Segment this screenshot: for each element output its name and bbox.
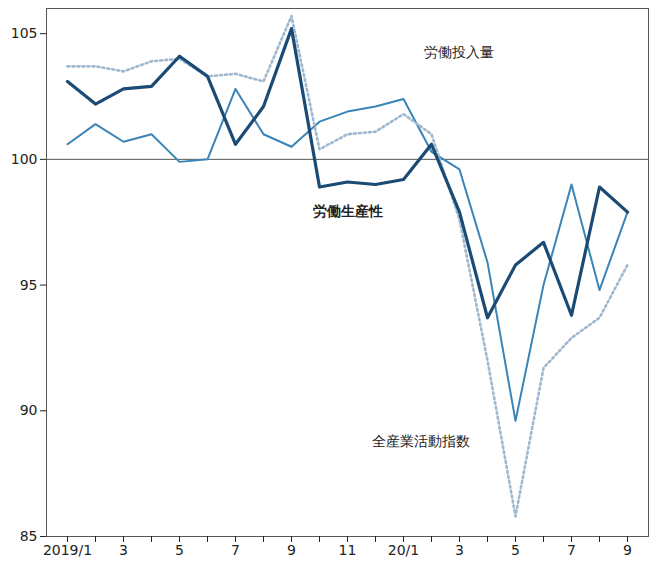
svg-text:3: 3 [455, 542, 464, 558]
svg-text:90: 90 [20, 402, 38, 418]
svg-text:20/1: 20/1 [388, 542, 419, 558]
svg-text:3: 3 [119, 542, 128, 558]
svg-text:9: 9 [623, 542, 632, 558]
svg-text:2019/1: 2019/1 [43, 542, 92, 558]
svg-text:105: 105 [11, 25, 38, 41]
svg-text:5: 5 [511, 542, 520, 558]
svg-text:85: 85 [20, 528, 38, 544]
svg-text:9: 9 [287, 542, 296, 558]
svg-text:7: 7 [231, 542, 240, 558]
svg-text:5: 5 [175, 542, 184, 558]
svg-text:労働生産性: 労働生産性 [313, 203, 383, 219]
svg-text:100: 100 [11, 151, 38, 167]
svg-text:7: 7 [567, 542, 576, 558]
svg-text:95: 95 [20, 277, 38, 293]
svg-text:全産業活動指数: 全産業活動指数 [372, 433, 470, 449]
svg-text:11: 11 [339, 542, 357, 558]
svg-text:労働投入量: 労働投入量 [424, 44, 494, 60]
